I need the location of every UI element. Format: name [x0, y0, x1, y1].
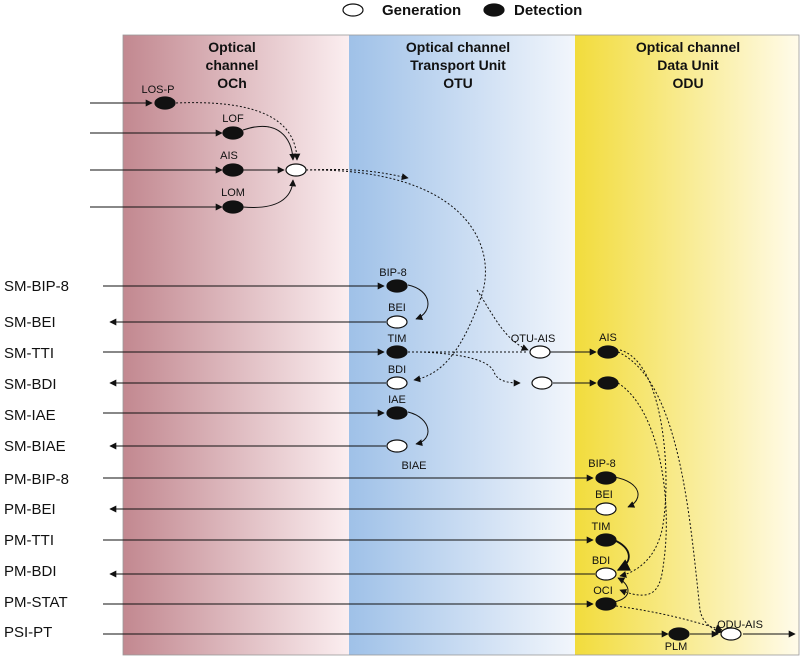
signal-label-sm-biae: SM-BIAE — [4, 438, 66, 455]
pm-bip-8-label: BIP-8 — [588, 458, 616, 470]
sm-bei-generator — [386, 315, 408, 329]
sm-bip-8-label: BIP-8 — [379, 267, 407, 279]
signal-label-pm-bei: PM-BEI — [4, 501, 56, 518]
signal-label-pm-bip-8: PM-BIP-8 — [4, 471, 69, 488]
signal-label-pm-bdi: PM-BDI — [4, 563, 57, 580]
odu-header-line3: ODU — [672, 75, 703, 91]
odu-ais-detector — [597, 345, 619, 359]
sm-bdi-generator — [386, 376, 408, 390]
och-generator — [285, 163, 307, 177]
bip8-to-bei-arrow — [407, 284, 429, 320]
odu-ais-generator — [720, 627, 742, 641]
signal-label-pm-tti: PM-TTI — [4, 532, 54, 549]
signal-label-sm-bip-8: SM-BIP-8 — [4, 278, 69, 295]
lom-detector — [222, 200, 244, 214]
gen-to-sm-bdi-dotted — [305, 169, 486, 383]
pm-tim-label: TIM — [592, 521, 611, 533]
och-header-line3: OCh — [217, 75, 247, 91]
los-p-to-gen-dotted — [175, 102, 301, 161]
odu-band — [575, 35, 799, 655]
plm-detector — [668, 627, 690, 641]
pm-tim-detector — [595, 533, 617, 547]
och-header-line1: Optical — [208, 39, 255, 55]
otu-header: Optical channel Transport Unit OTU — [406, 39, 510, 91]
det-to-bdi-dotted — [617, 382, 667, 596]
solid-arrows — [90, 99, 796, 638]
signal-label-sm-bdi: SM-BDI — [4, 376, 57, 393]
sm-biae-generator — [386, 439, 408, 453]
ais-to-odu-ais-dotted — [617, 351, 723, 635]
to-otu-ais-dotted — [476, 289, 529, 351]
tim-to-gen-dotted — [419, 351, 521, 387]
ais-och-detector — [222, 163, 244, 177]
och-header-line2: channel — [206, 57, 259, 73]
signal-label-sm-iae: SM-IAE — [4, 407, 56, 424]
sm-bdi-label: BDI — [388, 364, 406, 376]
lom-to-gen-arrow — [242, 179, 297, 208]
signal-label-sm-bei: SM-BEI — [4, 314, 56, 331]
iae-to-biae-arrow — [407, 411, 429, 447]
tim-to-bdi-arrow — [613, 539, 631, 571]
signal-label-psi-pt: PSI-PT — [4, 624, 52, 641]
otu-ais-generator — [529, 345, 551, 359]
odu-ais-label: ODU-AIS — [717, 619, 763, 631]
otu-band — [349, 35, 575, 655]
pm-bei-label: BEI — [595, 489, 613, 501]
lof-to-gen-arrow — [242, 125, 297, 161]
los-p-detector — [154, 96, 176, 110]
pm-bip-8-detector — [595, 471, 617, 485]
sm-tim-label: TIM — [388, 333, 407, 345]
sm-iae-detector — [386, 406, 408, 420]
plm-label: PLM — [665, 641, 688, 653]
legend: Generation Detection — [342, 2, 582, 19]
och-header: Optical channel OCh — [206, 39, 259, 91]
nodes — [154, 96, 742, 641]
signal-labels: SM-BIP-8 SM-BEI SM-TTI SM-BDI SM-IAE SM-… — [4, 278, 69, 641]
signal-label-sm-tti: SM-TTI — [4, 345, 54, 362]
odu-header: Optical channel Data Unit ODU — [636, 39, 740, 91]
otu-ais-label: OTU-AIS — [511, 333, 556, 345]
pm-bei-generator — [595, 502, 617, 516]
lof-label: LOF — [222, 113, 244, 125]
ais-och-label: AIS — [220, 150, 238, 162]
pm-bdi-generator — [595, 567, 617, 581]
pm-bip8-to-bei-arrow — [613, 476, 639, 508]
odu-ais-detector-label: AIS — [599, 332, 617, 344]
odu-detector-2 — [597, 376, 619, 390]
odu-header-line2: Data Unit — [657, 57, 719, 73]
otu-header-line3: OTU — [443, 75, 473, 91]
sm-tim-detector — [386, 345, 408, 359]
sm-bei-label: BEI — [388, 302, 406, 314]
lom-label: LOM — [221, 187, 245, 199]
legend-generation-label: Generation — [382, 2, 461, 19]
oci-to-odu-ais-dotted — [615, 605, 723, 632]
detection-icon — [483, 3, 505, 17]
legend-detection-label: Detection — [514, 2, 582, 19]
sm-biae-label: BIAE — [401, 460, 426, 472]
sm-bip-8-detector — [386, 279, 408, 293]
los-p-label: LOS-P — [141, 84, 174, 96]
ais-to-bdi-dotted — [619, 349, 667, 578]
otu-header-line2: Transport Unit — [410, 57, 506, 73]
lof-detector — [222, 126, 244, 140]
otu-generator-2 — [531, 376, 553, 390]
signal-label-pm-stat: PM-STAT — [4, 594, 68, 611]
oci-label: OCI — [593, 585, 613, 597]
oci-detector — [595, 597, 617, 611]
odu-header-line1: Optical channel — [636, 39, 740, 55]
otu-header-line1: Optical channel — [406, 39, 510, 55]
dotted-arrows — [175, 102, 723, 635]
oci-to-bdi-arrow — [613, 577, 629, 603]
pm-bdi-label: BDI — [592, 555, 610, 567]
node-labels: LOS-P LOF AIS LOM BIP-8 BEI TIM BDI IAE … — [141, 84, 762, 653]
gen-to-otu-dotted — [305, 168, 409, 181]
generation-icon — [342, 3, 364, 17]
diagram-frame — [122, 34, 800, 656]
sm-iae-label: IAE — [388, 394, 406, 406]
